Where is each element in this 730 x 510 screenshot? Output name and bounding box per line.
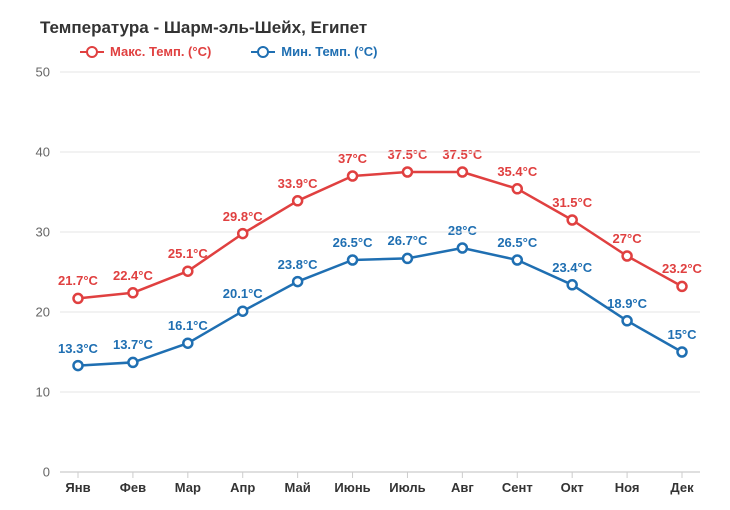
chart-legend: Макс. Темп. (°C) Мин. Темп. (°C) bbox=[80, 44, 377, 59]
x-tick-label: Май bbox=[285, 480, 311, 495]
series-line-max bbox=[78, 172, 682, 298]
x-tick-label: Мар bbox=[175, 480, 201, 495]
series-marker-min bbox=[678, 348, 687, 357]
legend-label-max: Макс. Темп. (°C) bbox=[110, 44, 211, 59]
series-marker-max bbox=[348, 172, 357, 181]
x-tick-label: Сент bbox=[502, 480, 533, 495]
y-tick-label: 50 bbox=[36, 65, 50, 80]
y-tick-label: 0 bbox=[43, 465, 50, 480]
chart-title: Температура - Шарм-эль-Шейх, Египет bbox=[40, 18, 367, 38]
x-tick-label: Апр bbox=[230, 480, 255, 495]
x-tick-label: Дек bbox=[670, 480, 693, 495]
series-marker-max bbox=[403, 168, 412, 177]
x-tick-label: Фев bbox=[120, 480, 146, 495]
legend-item-max: Макс. Темп. (°C) bbox=[80, 44, 211, 59]
series-marker-min bbox=[128, 358, 137, 367]
series-marker-min bbox=[568, 280, 577, 289]
plot-area: 01020304050ЯнвФевМарАпрМайИюньИюльАвгСен… bbox=[60, 72, 700, 472]
y-tick-label: 30 bbox=[36, 225, 50, 240]
y-tick-label: 10 bbox=[36, 385, 50, 400]
series-marker-max bbox=[568, 216, 577, 225]
legend-label-min: Мин. Темп. (°C) bbox=[281, 44, 377, 59]
series-marker-max bbox=[458, 168, 467, 177]
series-marker-min bbox=[513, 256, 522, 265]
x-tick-label: Окт bbox=[561, 480, 584, 495]
series-marker-min bbox=[623, 316, 632, 325]
chart-svg bbox=[60, 72, 700, 479]
x-tick-label: Июль bbox=[389, 480, 425, 495]
series-marker-min bbox=[74, 361, 83, 370]
x-tick-label: Июнь bbox=[334, 480, 370, 495]
series-marker-min bbox=[183, 339, 192, 348]
series-marker-max bbox=[513, 184, 522, 193]
x-tick-label: Ноя bbox=[615, 480, 640, 495]
series-marker-min bbox=[403, 254, 412, 263]
series-marker-max bbox=[293, 196, 302, 205]
series-marker-max bbox=[183, 267, 192, 276]
series-marker-min bbox=[238, 307, 247, 316]
temperature-chart: Температура - Шарм-эль-Шейх, Египет Макс… bbox=[0, 0, 730, 510]
y-tick-label: 20 bbox=[36, 305, 50, 320]
series-marker-max bbox=[238, 229, 247, 238]
legend-swatch-min bbox=[251, 45, 275, 59]
y-tick-label: 40 bbox=[36, 145, 50, 160]
legend-item-min: Мин. Темп. (°C) bbox=[251, 44, 377, 59]
series-line-min bbox=[78, 248, 682, 366]
x-tick-label: Авг bbox=[451, 480, 474, 495]
series-marker-max bbox=[623, 252, 632, 261]
series-marker-min bbox=[458, 244, 467, 253]
series-marker-min bbox=[293, 277, 302, 286]
series-marker-max bbox=[128, 288, 137, 297]
legend-swatch-max bbox=[80, 45, 104, 59]
series-marker-min bbox=[348, 256, 357, 265]
x-tick-label: Янв bbox=[65, 480, 90, 495]
series-marker-max bbox=[678, 282, 687, 291]
series-marker-max bbox=[74, 294, 83, 303]
